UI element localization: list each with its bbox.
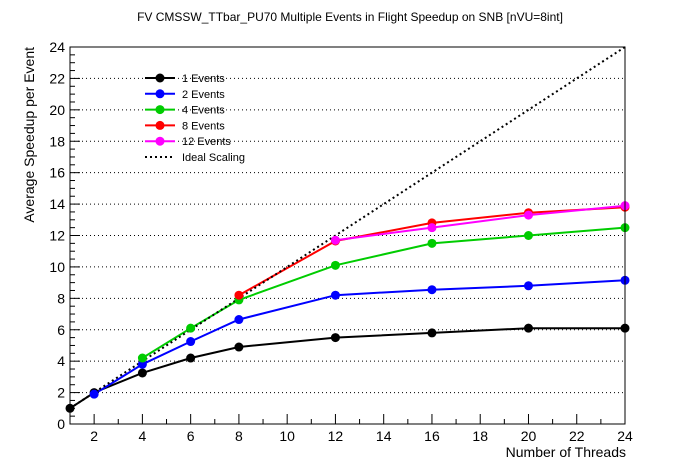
legend-marker-2-events bbox=[155, 89, 165, 99]
legend-label-12-events: 12 Events bbox=[182, 136, 231, 148]
legend-label-8-events: 8 Events bbox=[182, 120, 225, 132]
legend-label-2-events: 2 Events bbox=[182, 89, 225, 101]
chart-title: FV CMSSW_TTbar_PU70 Multiple Events in F… bbox=[137, 10, 563, 24]
y-tick-label: 18 bbox=[49, 133, 65, 149]
x-tick-label: 8 bbox=[235, 428, 243, 444]
series-line-2-events bbox=[93, 279, 626, 396]
series-line-ideal-scaling bbox=[69, 46, 626, 410]
point-1-events bbox=[186, 353, 196, 363]
legend-label-1-events: 1 Events bbox=[182, 73, 225, 85]
y-tick-label: 16 bbox=[49, 165, 65, 181]
y-tick-label: 10 bbox=[49, 259, 65, 275]
x-tick-label: 4 bbox=[138, 428, 146, 444]
y-axis-label: Average Speedup per Event bbox=[21, 47, 37, 223]
legend-marker-1-events bbox=[155, 73, 165, 83]
point-1-events bbox=[330, 333, 340, 343]
y-tick-label: 20 bbox=[49, 102, 65, 118]
series-lines bbox=[69, 46, 626, 410]
point-1-events bbox=[523, 323, 533, 333]
y-tick-label: 12 bbox=[49, 228, 65, 244]
y-tick-label: 2 bbox=[57, 385, 65, 401]
series-markers bbox=[65, 201, 630, 413]
y-tick-label: 8 bbox=[57, 290, 65, 306]
x-axis-label: Number of Threads bbox=[506, 444, 626, 460]
x-tick-label: 22 bbox=[569, 428, 585, 444]
point-4-events bbox=[427, 238, 437, 248]
legend-marker-4-events bbox=[155, 105, 165, 115]
x-tick-label: 16 bbox=[424, 428, 440, 444]
x-tick-label: 18 bbox=[472, 428, 488, 444]
x-tick-label: 6 bbox=[187, 428, 195, 444]
x-tick-label: 14 bbox=[376, 428, 392, 444]
y-tick-label: 22 bbox=[49, 70, 65, 86]
legend: 1 Events 2 Events 4 Events 8 Events 12 Event… bbox=[145, 73, 245, 164]
legend-label-ideal-scaling: Ideal Scaling bbox=[182, 152, 245, 164]
y-tick-label: 0 bbox=[57, 416, 65, 432]
point-2-events bbox=[186, 337, 196, 347]
x-tick-label: 24 bbox=[617, 428, 633, 444]
x-tick-label: 12 bbox=[328, 428, 344, 444]
y-tick-label: 4 bbox=[57, 353, 65, 369]
point-12-events bbox=[523, 210, 533, 220]
point-2-events bbox=[330, 290, 340, 300]
point-4-events bbox=[523, 231, 533, 240]
point-4-events bbox=[330, 260, 340, 270]
point-2-events bbox=[234, 315, 244, 325]
point-4-events bbox=[137, 353, 147, 363]
point-12-events bbox=[427, 223, 437, 233]
point-1-events bbox=[427, 328, 437, 338]
point-2-events bbox=[523, 281, 533, 291]
legend-label-4-events: 4 Events bbox=[182, 105, 225, 117]
y-tick-label: 6 bbox=[57, 322, 65, 338]
point-1-events bbox=[234, 342, 244, 352]
y-tick-label: 24 bbox=[49, 39, 65, 55]
x-tick-label: 10 bbox=[279, 428, 295, 444]
series-line-12-events bbox=[335, 204, 626, 242]
legend-marker-12-events bbox=[155, 136, 165, 146]
point-2-events bbox=[137, 359, 147, 369]
plot-frame bbox=[69, 46, 626, 425]
point-12-events bbox=[330, 235, 340, 245]
y-tick-label: 14 bbox=[49, 196, 65, 212]
point-2-events bbox=[427, 285, 437, 295]
point-2-events bbox=[89, 389, 99, 399]
x-tick-label: 2 bbox=[90, 428, 98, 444]
legend-marker-8-events bbox=[155, 120, 165, 130]
x-tick-label: 20 bbox=[521, 428, 537, 444]
point-8-events bbox=[234, 290, 244, 300]
point-4-events bbox=[186, 323, 196, 333]
point-1-events bbox=[137, 368, 147, 378]
series-line-1-events bbox=[69, 327, 625, 410]
